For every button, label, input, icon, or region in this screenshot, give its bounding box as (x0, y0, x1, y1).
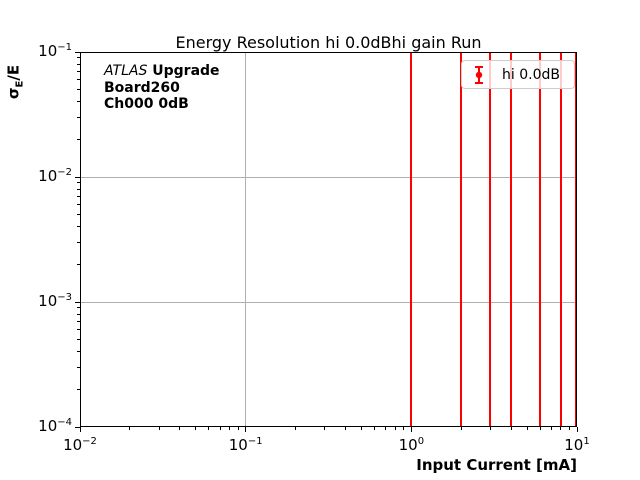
y-axis-major-tick (75, 176, 80, 178)
y-axis-major-tick (75, 426, 80, 428)
y-axis-tick-label: 10−3 (38, 292, 72, 310)
x-axis-major-tick (410, 427, 412, 432)
y-axis-minor-tick (77, 63, 80, 65)
annotation-line-1: ATLAS Upgrade (104, 63, 220, 80)
x-axis-minor-tick (568, 427, 570, 430)
data-errorbar-line (539, 52, 542, 427)
legend-box: hi 0.0dB (461, 60, 575, 89)
x-axis-tick-label: 100 (398, 436, 425, 454)
y-axis-minor-tick (77, 101, 80, 103)
y-axis-tick-label: 10−4 (38, 417, 72, 435)
y-axis-minor-tick (77, 70, 80, 72)
atlas-annotation: ATLAS Upgrade Board260 Ch000 0dB (104, 63, 220, 113)
x-axis-minor-tick (489, 427, 491, 430)
y-axis-tick-label: 10−1 (38, 42, 72, 60)
x-axis-minor-tick (550, 427, 552, 430)
y-axis-minor-tick (77, 188, 80, 190)
x-axis-minor-tick (208, 427, 210, 430)
x-axis-minor-tick (560, 427, 562, 430)
y-axis-minor-tick (77, 263, 80, 265)
data-errorbar-line (489, 52, 492, 427)
y-axis-minor-tick (77, 329, 80, 331)
annotation-line-3: Ch000 0dB (104, 96, 189, 112)
plot-area: ATLAS Upgrade Board260 Ch000 0dB hi 0.0dB (80, 52, 577, 427)
x-axis-minor-tick (526, 427, 528, 430)
x-axis-minor-tick (219, 427, 221, 430)
x-axis-minor-tick (460, 427, 462, 430)
data-errorbar-line (460, 52, 463, 427)
x-axis-minor-tick (179, 427, 181, 430)
y-axis-minor-tick (77, 366, 80, 368)
x-axis-minor-tick (510, 427, 512, 430)
y-axis-minor-tick (77, 351, 80, 353)
x-axis-minor-tick (324, 427, 326, 430)
x-axis-minor-tick (195, 427, 197, 430)
x-axis-minor-tick (374, 427, 376, 430)
x-axis-tick-label: 10−2 (63, 436, 97, 454)
x-axis-minor-tick (403, 427, 405, 430)
x-axis-major-tick (79, 427, 81, 432)
grid-line-vertical (245, 52, 247, 427)
x-axis-minor-tick (394, 427, 396, 430)
y-axis-minor-tick (77, 307, 80, 309)
y-axis-minor-tick (77, 226, 80, 228)
x-axis-major-tick (245, 427, 247, 432)
legend-entry-label: hi 0.0dB (502, 66, 560, 83)
y-axis-minor-tick (77, 204, 80, 206)
grid-line-horizontal (80, 176, 577, 178)
y-axis-tick-label: 10−2 (38, 167, 72, 185)
x-axis-minor-tick (129, 427, 131, 430)
x-axis-minor-tick (385, 427, 387, 430)
annotation-upgrade-text: Upgrade (152, 63, 220, 79)
data-errorbar-line (559, 52, 562, 427)
y-axis-minor-tick (77, 339, 80, 341)
y-axis-minor-tick (77, 89, 80, 91)
y-axis-minor-tick (77, 388, 80, 390)
grid-line-horizontal (80, 301, 577, 303)
y-axis-minor-tick (77, 214, 80, 216)
x-axis-minor-tick (344, 427, 346, 430)
annotation-line-2: Board260 (104, 79, 180, 96)
chart-title: Energy Resolution hi 0.0dBhi gain Run (175, 33, 482, 52)
y-axis-minor-tick (77, 79, 80, 81)
x-axis-minor-tick (237, 427, 239, 430)
x-axis-minor-tick (229, 427, 231, 430)
data-errorbar-line (574, 52, 577, 427)
annotation-atlas-text: ATLAS (104, 63, 148, 79)
y-axis-major-tick (75, 51, 80, 53)
y-axis-minor-tick (77, 57, 80, 59)
x-axis-minor-tick (158, 427, 160, 430)
x-axis-minor-tick (539, 427, 541, 430)
x-axis-minor-tick (360, 427, 362, 430)
y-axis-minor-tick (77, 320, 80, 322)
x-axis-major-tick (576, 427, 578, 432)
y-axis-minor-tick (77, 241, 80, 243)
data-errorbar-line (510, 52, 513, 427)
y-axis-major-tick (75, 301, 80, 303)
x-axis-label: Input Current [mA] (416, 456, 577, 474)
x-axis-tick-label: 101 (564, 436, 590, 454)
y-axis-minor-tick (77, 138, 80, 140)
x-axis-minor-tick (295, 427, 297, 430)
x-axis-tick-label: 10−1 (228, 436, 263, 454)
y-axis-minor-tick (77, 195, 80, 197)
y-axis-minor-tick (77, 182, 80, 184)
y-axis-minor-tick (77, 313, 80, 315)
y-axis-minor-tick (77, 116, 80, 118)
errorbar-marker-icon (475, 65, 483, 84)
data-errorbar-line (410, 52, 413, 427)
